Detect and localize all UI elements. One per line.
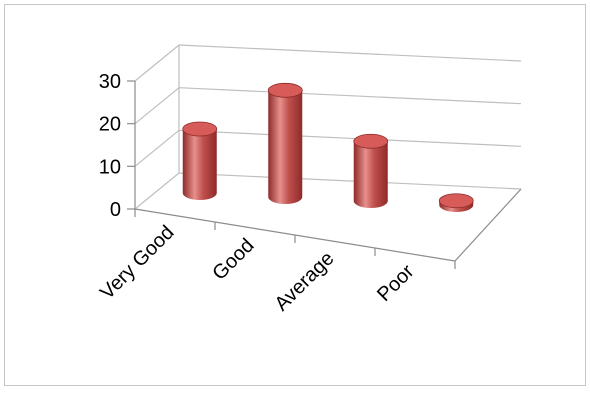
y-tick-label: 30 [99, 71, 121, 93]
x-tick-label: Good [208, 234, 258, 284]
chart-plot: 0 10 20 30 Very Good Good Average Poor [96, 44, 522, 315]
bar-body [182, 129, 217, 200]
y-tick-label: 20 [99, 114, 121, 136]
gridline [178, 44, 522, 62]
x-tick-label: Very Good [96, 221, 178, 303]
chart-area: 0 10 20 30 Very Good Good Average Poor [4, 4, 586, 386]
gridline-side [134, 129, 180, 167]
gridline-side [134, 44, 180, 82]
gridline [178, 172, 522, 190]
bar [438, 193, 474, 213]
gridline [178, 129, 522, 147]
bar-body [353, 141, 388, 209]
bar-body [268, 90, 303, 205]
x-tick-label: Average [271, 247, 339, 315]
bar [267, 82, 303, 205]
y-tick-label: 10 [99, 156, 121, 178]
gridline-side [134, 87, 180, 125]
bar-top [182, 121, 218, 137]
gridline [178, 87, 522, 105]
y-tick-label: 0 [110, 199, 121, 221]
gridline-side [134, 172, 180, 210]
bar-top [353, 133, 389, 149]
bar [182, 121, 218, 200]
floor-edge-line [454, 188, 522, 262]
bar-top [267, 82, 303, 98]
x-tick-label: Poor [373, 260, 419, 306]
bar [353, 133, 389, 209]
bar-top [438, 193, 474, 209]
